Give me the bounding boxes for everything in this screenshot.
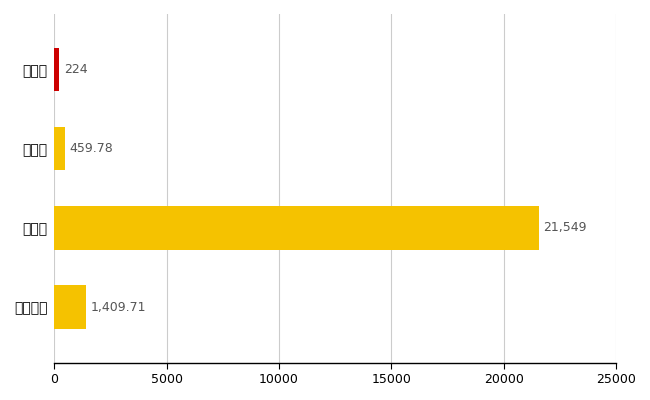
Text: 224: 224 (64, 63, 88, 76)
Text: 1,409.71: 1,409.71 (90, 301, 146, 314)
Bar (55, 48, 59, 91)
Bar (55, 286, 86, 329)
Text: 459.78: 459.78 (69, 142, 113, 155)
Text: 21,549: 21,549 (543, 222, 586, 234)
Bar (55, 127, 64, 170)
Bar (55, 206, 539, 250)
